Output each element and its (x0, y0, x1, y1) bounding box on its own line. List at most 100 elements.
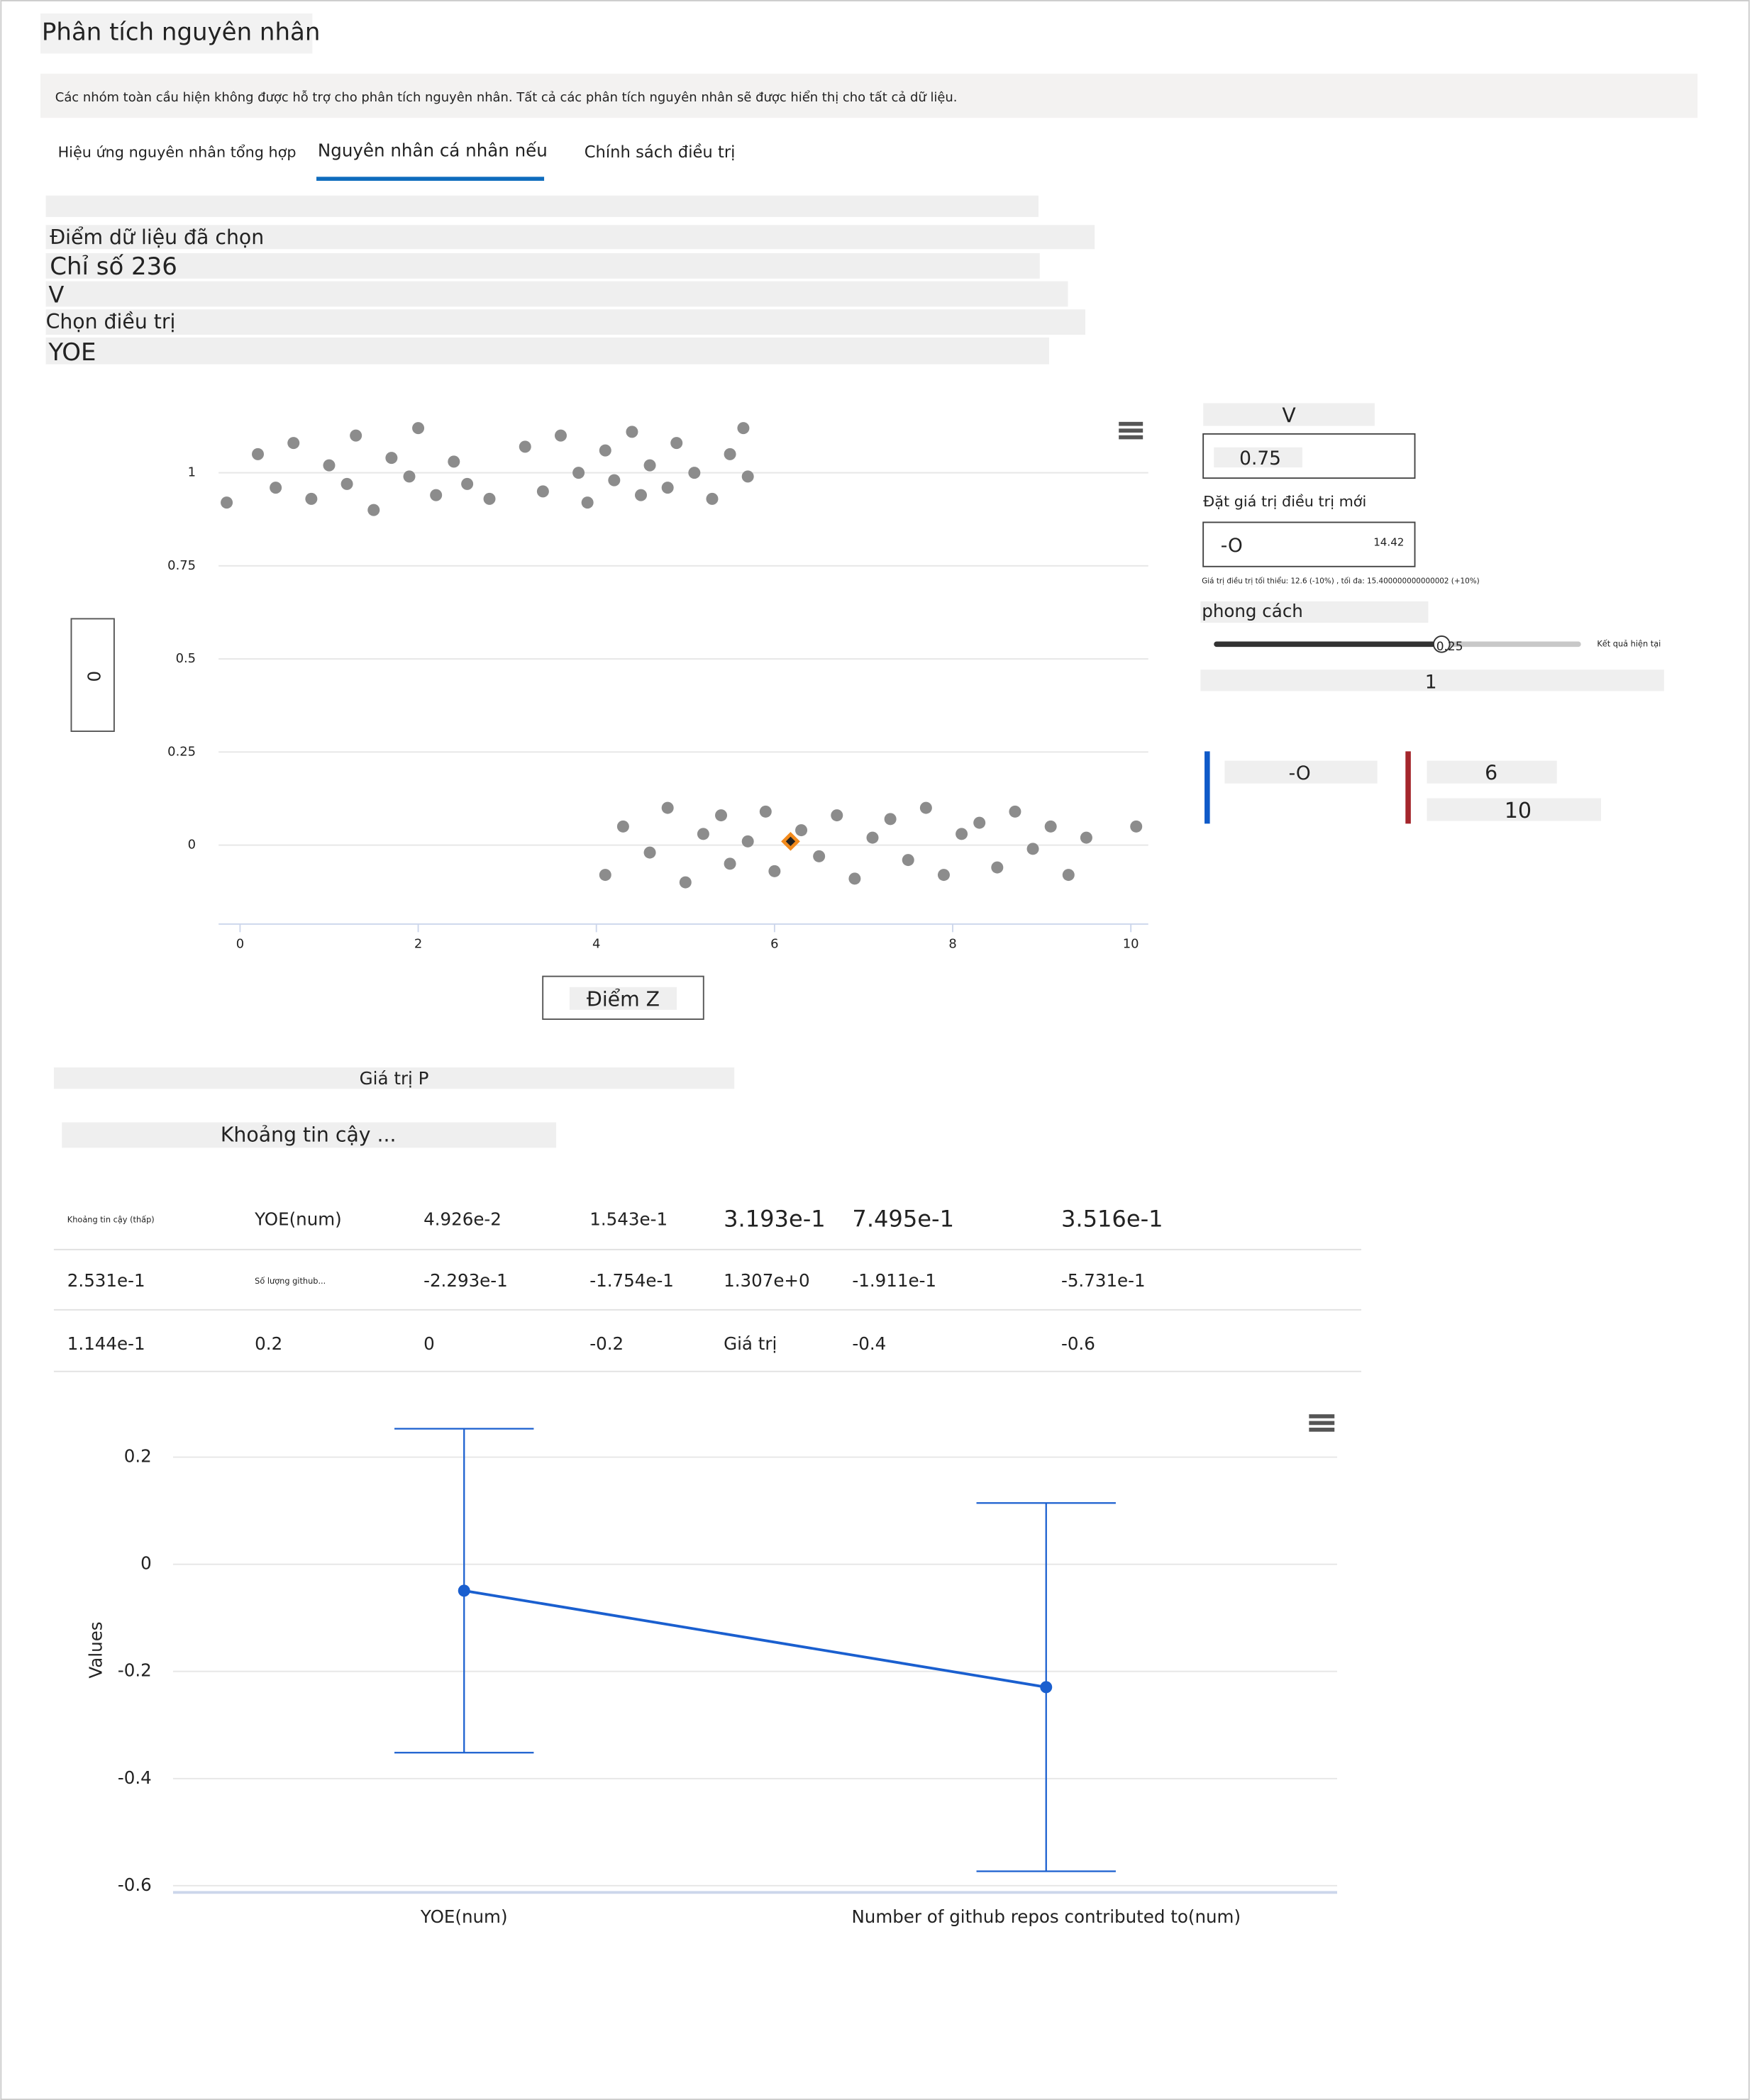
data-point (902, 854, 914, 867)
data-point (688, 467, 701, 479)
y-tick-label: 0 (188, 838, 196, 852)
card-bg (1427, 760, 1557, 784)
field-value[interactable]: YOE (48, 338, 96, 367)
data-point (305, 492, 318, 505)
table-cell: -0.2 (589, 1333, 624, 1354)
data-point (616, 820, 629, 833)
data-point (737, 422, 750, 435)
card-value: -O (1289, 762, 1311, 784)
x-tick-label: 4 (592, 936, 600, 951)
x-tick-label: 6 (770, 936, 778, 951)
x-axis-button-label[interactable]: Điểm Z (587, 988, 660, 1011)
data-point (759, 805, 772, 818)
data-point (741, 835, 754, 848)
data-point (1026, 843, 1039, 855)
data-point (367, 504, 380, 516)
table-cell: Khoảng tin cậy (thấp) (67, 1214, 155, 1224)
table-cell: -0.4 (852, 1333, 886, 1354)
page-title: Phân tích nguyên nhân (42, 18, 320, 47)
range-note: Giá trị điều trị tối thiểu: 12.6 (-10%) … (1202, 577, 1479, 586)
x-tick-label: 0 (236, 936, 244, 951)
data-point (221, 496, 233, 509)
x-tick-label: 10 (1123, 936, 1139, 951)
current-value[interactable]: 0.75 (1239, 448, 1281, 470)
data-point (608, 474, 621, 487)
table-cell: -5.731e-1 (1061, 1270, 1146, 1291)
y-tick-label: -0.6 (118, 1874, 152, 1895)
y-tick-label: 1 (188, 465, 196, 480)
data-point (323, 459, 336, 472)
value-line (463, 1589, 1047, 1689)
data-point (724, 448, 736, 460)
tab-active[interactable]: Nguyên nhân cá nhân nếu (318, 140, 548, 160)
field-bg (45, 309, 1085, 335)
tab-underline (316, 177, 545, 181)
y-tick-label: 0.75 (167, 558, 196, 573)
data-point (813, 850, 826, 862)
x-axis-button-bg (569, 987, 677, 1010)
y-axis-button[interactable] (70, 618, 115, 733)
card-value: 10 (1505, 799, 1532, 823)
data-point (661, 482, 674, 494)
data-point (1080, 831, 1092, 844)
table-cell: 4.926e-2 (423, 1209, 502, 1229)
data-point (385, 452, 398, 465)
summary-bg (62, 1122, 557, 1148)
table-cell: 7.495e-1 (852, 1205, 954, 1232)
summary-bg (53, 1067, 735, 1089)
table-cell: Số lượng github... (255, 1276, 326, 1286)
table-cell: 0 (423, 1333, 435, 1354)
menu-icon[interactable] (1119, 421, 1143, 440)
notice: Các nhóm toàn cầu hiện không được hỗ trợ… (55, 90, 958, 105)
data-point (919, 801, 932, 814)
data-point (1009, 805, 1021, 818)
panel-bg (1200, 670, 1664, 691)
data-point (706, 492, 719, 505)
table-cell: -0.6 (1061, 1333, 1095, 1354)
menu-icon[interactable] (1309, 1414, 1335, 1432)
tab[interactable]: Chính sách điều trị (585, 143, 736, 162)
y-axis-button-label[interactable]: 0 (84, 671, 104, 682)
data-point (270, 482, 282, 494)
table-cell: 1.543e-1 (589, 1209, 668, 1229)
table-cell: -1.911e-1 (852, 1270, 936, 1291)
result: 1 (1425, 672, 1437, 694)
data-point (412, 422, 425, 435)
field-value[interactable]: Chỉ số 236 (50, 252, 177, 281)
table-cell: 2.531e-1 (67, 1270, 145, 1291)
tab[interactable]: Hiệu ứng nguyên nhân tổng hợp (58, 143, 297, 160)
data-point (252, 448, 265, 460)
slider-handle[interactable] (1433, 635, 1451, 653)
x-tick-label: YOE(num) (420, 1906, 508, 1927)
y-tick-label: 0.2 (124, 1446, 152, 1467)
data-point (1130, 820, 1143, 833)
data-point (741, 470, 754, 483)
card-bg (1427, 798, 1602, 821)
panel-bg (1200, 601, 1429, 623)
data-point (350, 429, 362, 442)
new-value[interactable]: -O (1221, 535, 1243, 557)
data-point (403, 470, 416, 483)
value-point (458, 1584, 470, 1597)
field-bg (45, 337, 1049, 365)
table: Khoảng tin cậy (thấp) YOE(num) 4.926e-2 1.5… (67, 1205, 1163, 1354)
data-point (937, 869, 950, 882)
data-point (554, 429, 567, 442)
data-point (461, 477, 474, 490)
card-bg (1224, 760, 1378, 784)
selected-point-core (785, 836, 796, 847)
title-bg (40, 13, 313, 54)
y-tick-label: 0 (140, 1553, 152, 1574)
banner (45, 195, 1039, 217)
x-tick-label: 2 (414, 936, 422, 951)
data-point (973, 816, 986, 829)
slider-value: 0.25 (1436, 640, 1463, 654)
data-point (679, 876, 692, 889)
data-point (697, 828, 709, 840)
y-axis-title: Values (85, 1621, 106, 1678)
input-box[interactable] (1202, 521, 1416, 567)
data-point (661, 801, 674, 814)
data-point (581, 496, 594, 509)
data-point (599, 444, 611, 457)
